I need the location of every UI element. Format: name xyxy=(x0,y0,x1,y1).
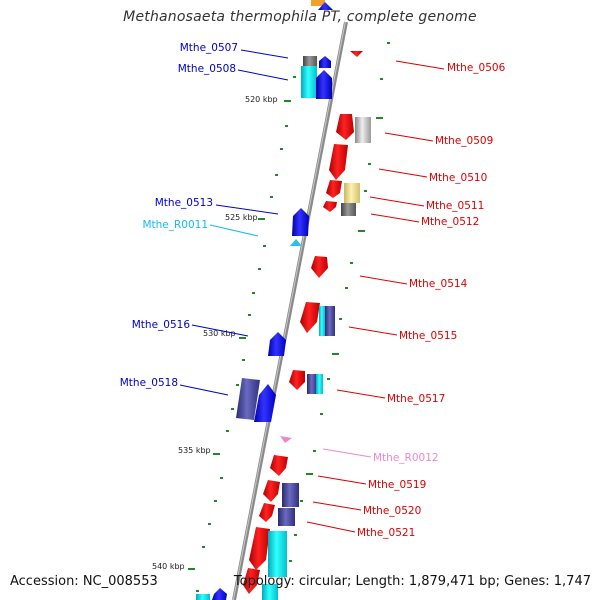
topology-label: Topology: circular; Length: 1,879,471 bp… xyxy=(233,574,591,589)
gene-mthe-0511 xyxy=(326,180,342,198)
gene-mthe-0521-cog xyxy=(278,508,295,526)
genome-backbone xyxy=(232,21,348,600)
gene-label-mthe-0513: Mthe_0513 xyxy=(155,197,213,209)
gene-mthe-0509-cog xyxy=(355,117,371,143)
gene-label-mthe-0516: Mthe_0516 xyxy=(132,319,191,331)
gene-mthe-0519 xyxy=(270,455,288,476)
forward-strand-genes xyxy=(196,56,332,600)
gene-label-mthe-0512: Mthe_0512 xyxy=(421,216,479,228)
gene-label-mthe-0506: Mthe_0506 xyxy=(447,62,506,74)
callout-lines-left xyxy=(179,49,289,396)
gene-cyan-lower-b xyxy=(262,584,278,600)
gene-label-mthe-0521: Mthe_0521 xyxy=(357,527,415,539)
gene-mthe-0507 xyxy=(319,56,331,68)
map-title: Methanosaeta thermophila PT, complete ge… xyxy=(123,9,477,25)
gene-feature-top-blue xyxy=(318,2,333,10)
gene-label-mthe-0518: Mthe_0518 xyxy=(120,377,178,389)
gene-label-mthe-0507: Mthe_0507 xyxy=(180,42,238,54)
gene-label-mthe-0509: Mthe_0509 xyxy=(435,135,493,147)
gene-mthe-0515-cog-a xyxy=(319,306,325,336)
gene-red-lower-a xyxy=(249,527,270,570)
accession-label: Accession: NC_008553 xyxy=(10,574,158,589)
gene-mthe-0520 xyxy=(263,480,280,502)
gene-mthe-0517 xyxy=(289,370,305,390)
gene-mthe-0509 xyxy=(336,114,354,140)
gene-feature-top-orange xyxy=(311,0,325,6)
gene-bottom-forward-cog xyxy=(196,594,210,600)
gene-label-mthe-0510: Mthe_0510 xyxy=(429,172,487,184)
gene-labels-left: Mthe_0507 Mthe_0508 Mthe_0513 Mthe_R0011… xyxy=(120,42,238,389)
gene-mthe-0521 xyxy=(259,503,275,522)
scale-ticks xyxy=(188,42,390,592)
gene-mthe-0518 xyxy=(254,384,276,422)
gene-labels-right: Mthe_0506 Mthe_0509 Mthe_0510 Mthe_0511 … xyxy=(357,62,506,539)
reverse-strand-genes xyxy=(243,51,371,600)
gene-label-mthe-0511: Mthe_0511 xyxy=(426,200,484,212)
scale-label-530: 530 kbp xyxy=(203,329,236,338)
gene-mthe-0508 xyxy=(316,70,332,99)
scale-label-535: 535 kbp xyxy=(178,446,211,455)
gene-mthe-0511-cog xyxy=(344,183,360,203)
gene-mthe-0513 xyxy=(292,208,309,236)
gene-mthe-0515 xyxy=(300,302,320,333)
rna-mthe-r0011 xyxy=(290,239,302,246)
gene-label-mthe-r0012: Mthe_R0012 xyxy=(373,452,439,464)
gene-mthe-0520-cog xyxy=(282,483,299,507)
gene-label-mthe-0517: Mthe_0517 xyxy=(387,393,445,405)
gene-mthe-0516 xyxy=(268,332,286,356)
gene-mthe-0507-cog xyxy=(303,56,317,66)
gene-label-mthe-r0011: Mthe_R0011 xyxy=(142,219,208,231)
gene-label-mthe-0508: Mthe_0508 xyxy=(178,63,236,75)
callout-lines-right xyxy=(306,60,445,533)
gene-mthe-0510 xyxy=(329,144,348,180)
scale-label-540: 540 kbp xyxy=(152,562,185,571)
gene-mthe-0518-cog xyxy=(236,378,260,420)
gene-mthe-0517-cog-a xyxy=(307,374,317,394)
gene-cyan-lower-a xyxy=(268,531,287,577)
gene-label-mthe-0519: Mthe_0519 xyxy=(368,479,426,491)
genome-backbone-highlight xyxy=(232,21,346,600)
gene-bottom-forward xyxy=(212,588,227,600)
gene-label-mthe-0515: Mthe_0515 xyxy=(399,330,457,342)
gene-mthe-0517-cog-b xyxy=(316,374,323,394)
scale-label-520: 520 kbp xyxy=(245,95,278,104)
gene-mthe-0514 xyxy=(311,256,328,278)
gene-mthe-0508-cog xyxy=(301,66,317,98)
gene-mthe-0512 xyxy=(323,201,337,212)
rna-mthe-r0012 xyxy=(280,436,292,443)
gene-mthe-0515-cog-b xyxy=(325,306,335,336)
gene-label-mthe-0514: Mthe_0514 xyxy=(409,278,468,290)
gene-red-lower-b xyxy=(243,568,260,594)
gene-label-mthe-0520: Mthe_0520 xyxy=(363,505,421,517)
gene-mthe-0506 xyxy=(350,51,363,57)
gene-mthe-0512-cog xyxy=(341,203,356,216)
scale-label-525: 525 kbp xyxy=(225,213,258,222)
